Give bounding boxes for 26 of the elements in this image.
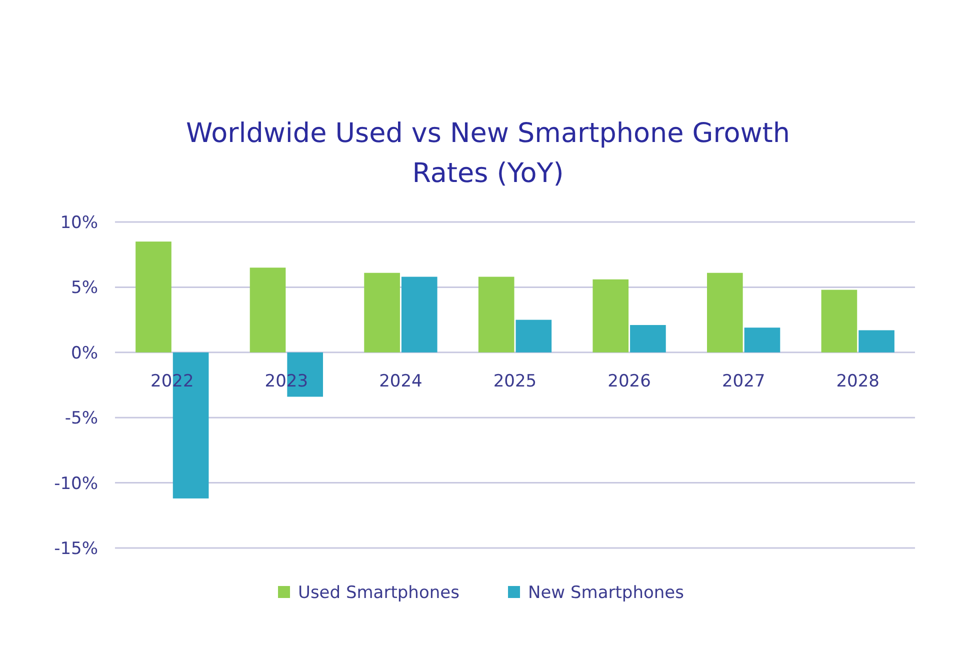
bar bbox=[821, 290, 858, 352]
bar bbox=[707, 272, 743, 352]
bar bbox=[858, 330, 894, 352]
bar bbox=[136, 242, 172, 352]
bar bbox=[250, 268, 286, 352]
x-tick-label: 2025 bbox=[493, 371, 537, 392]
x-tick-label: 2027 bbox=[722, 371, 766, 392]
bar bbox=[744, 328, 780, 352]
x-tick-label: 2026 bbox=[608, 371, 651, 392]
legend-label: New Smartphones bbox=[528, 583, 684, 603]
bar bbox=[364, 272, 400, 352]
x-tick-label: 2028 bbox=[836, 371, 880, 392]
bar bbox=[516, 320, 552, 352]
y-tick-label: 5% bbox=[71, 278, 98, 298]
bar bbox=[401, 276, 438, 352]
y-tick-label: -10% bbox=[54, 474, 98, 494]
y-tick-label: 10% bbox=[60, 213, 98, 233]
bar bbox=[630, 325, 666, 352]
y-tick-label: -15% bbox=[54, 539, 98, 559]
bar bbox=[592, 279, 629, 352]
legend-label: Used Smartphones bbox=[298, 583, 460, 603]
y-tick-label: 0% bbox=[71, 343, 98, 364]
y-tick-label: -5% bbox=[64, 408, 98, 429]
x-tick-label: 2024 bbox=[379, 371, 422, 392]
bar bbox=[478, 276, 514, 352]
chart-title: Worldwide Used vs New Smartphone Growth Rates (YoY) bbox=[186, 118, 790, 189]
